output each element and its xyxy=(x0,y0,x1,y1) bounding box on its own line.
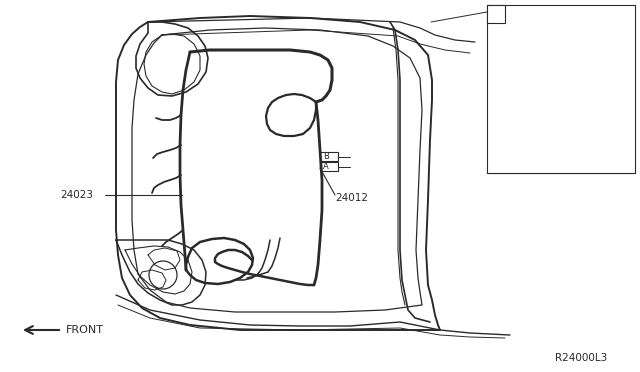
Text: A: A xyxy=(492,9,500,19)
Bar xyxy=(487,5,505,23)
Bar xyxy=(320,162,338,171)
Text: A: A xyxy=(323,162,329,171)
Circle shape xyxy=(575,18,583,26)
Text: 24217CC: 24217CC xyxy=(508,97,552,107)
Text: 24023: 24023 xyxy=(60,190,93,200)
Text: FRONT: FRONT xyxy=(66,325,104,335)
Circle shape xyxy=(539,84,547,92)
Bar xyxy=(487,5,635,173)
Circle shape xyxy=(520,67,530,77)
Text: R24000L3: R24000L3 xyxy=(555,353,607,363)
Bar xyxy=(320,152,338,161)
Text: B: B xyxy=(323,152,329,161)
Circle shape xyxy=(520,47,530,57)
Text: 24012: 24012 xyxy=(335,193,368,203)
Circle shape xyxy=(520,83,530,93)
